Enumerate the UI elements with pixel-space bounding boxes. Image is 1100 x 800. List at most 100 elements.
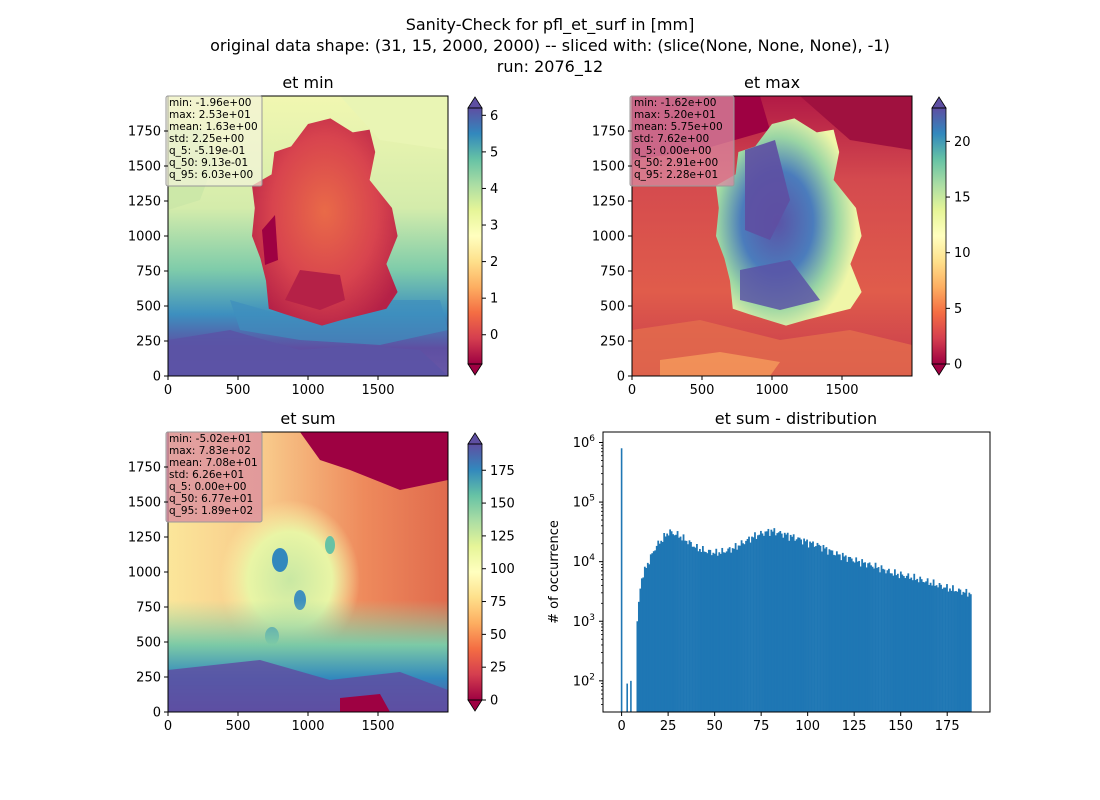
- histogram-bar: [926, 578, 929, 712]
- colorbar-tick-label: 75: [490, 595, 507, 610]
- histogram-bar: [696, 544, 698, 712]
- histogram-bar: [943, 587, 945, 712]
- stats-box-et-sum: min: -5.02e+01 max: 7.83e+02 mean: 7.08e…: [165, 431, 263, 523]
- histogram-bar: [816, 542, 819, 712]
- colorbar-tick-label: 15: [954, 191, 971, 206]
- histogram-bar: [661, 541, 664, 712]
- histogram-bar: [672, 534, 675, 712]
- colorbar-ticks: 0 25 50 75 100 125 150 175: [482, 464, 515, 709]
- histogram-bar: [898, 578, 901, 712]
- histogram-bar: [867, 563, 869, 712]
- histogram-bar: [684, 540, 686, 712]
- histogram-bar: [660, 540, 663, 712]
- histogram-bar: [664, 536, 667, 712]
- x-tick-label: 500: [226, 383, 251, 398]
- histogram-bar: [880, 565, 883, 712]
- stats-line: q_50: 6.77e+01: [169, 493, 253, 505]
- stats-line: q_95: 1.89e+02: [169, 505, 253, 517]
- histogram-bar: [901, 574, 904, 712]
- histogram-bar: [752, 537, 755, 712]
- histogram-bar: [886, 570, 889, 712]
- histogram-bar: [657, 540, 660, 712]
- x-tick-label: 0: [628, 383, 636, 398]
- colorbar-gradient: [932, 108, 946, 364]
- stats-box-background: [629, 95, 735, 187]
- histogram-bar: [751, 536, 753, 712]
- histogram-bar: [804, 541, 807, 712]
- histogram-bar: [870, 565, 872, 712]
- panel-title-et-sum: et sum: [280, 409, 335, 428]
- histogram-bar: [797, 537, 800, 712]
- histogram-bar: [911, 580, 914, 712]
- histogram-spike: [626, 683, 628, 712]
- colorbar-tick-label: 175: [490, 464, 515, 479]
- x-tick-label: 1500: [361, 383, 394, 398]
- histogram-bar: [710, 555, 713, 712]
- colorbar-tick-label: 0: [490, 694, 498, 709]
- histogram-bar: [825, 547, 828, 712]
- histogram-bar: [734, 543, 737, 712]
- histogram-bar: [888, 568, 890, 712]
- histogram-bar: [835, 551, 838, 712]
- histogram-bar: [652, 551, 655, 712]
- histogram-bar: [821, 551, 823, 712]
- panel-et-min: et min min: -1.96e+00 max: 2.53e+01 mean…: [128, 73, 498, 398]
- y-tick-label: 1500: [128, 496, 161, 511]
- histogram-bar: [795, 539, 798, 712]
- histogram-bar: [707, 549, 710, 712]
- suptitle-line-3: run: 2076_12: [497, 57, 603, 77]
- x-tick-label: 0: [164, 383, 172, 398]
- histogram-bar: [760, 530, 762, 712]
- histogram-bar: [786, 532, 789, 712]
- colorbar-tick-label: 5: [954, 302, 962, 317]
- histogram-bar: [648, 564, 651, 712]
- histogram-bar: [789, 534, 792, 712]
- histogram-bar: [885, 573, 887, 712]
- histogram-bar: [712, 552, 715, 712]
- histogram-bar: [800, 539, 803, 712]
- histogram-bar: [861, 559, 864, 712]
- histogram-bar: [713, 553, 716, 712]
- histogram-bar: [639, 588, 642, 712]
- colorbar-tick-label: 125: [490, 529, 515, 544]
- y-tick-label: 1000: [128, 230, 161, 245]
- colorbar-et-min: 0 1 2 3 4 5 6: [467, 96, 498, 376]
- histogram-bar: [700, 551, 703, 712]
- histogram-bar: [892, 575, 895, 712]
- y-tick-label: 1750: [128, 461, 161, 476]
- panel-title-et-min: et min: [282, 73, 333, 92]
- colorbar-extend-top: [467, 96, 483, 109]
- histogram-bar: [788, 540, 791, 712]
- histogram-bar: [645, 567, 648, 712]
- y-tick-label: 106: [573, 434, 596, 451]
- histogram-bar: [920, 579, 923, 712]
- histogram-bar: [822, 544, 825, 712]
- histogram-bar: [706, 553, 709, 712]
- stats-line: min: -1.62e+00: [634, 97, 716, 109]
- x-tick-label: 25: [660, 719, 677, 734]
- histogram-bar: [669, 529, 672, 712]
- histogram-bar: [758, 534, 761, 712]
- histogram-bar: [955, 591, 957, 712]
- y-tick-label: 1000: [128, 566, 161, 581]
- histogram-bar: [949, 588, 951, 712]
- histogram-bar: [742, 543, 744, 712]
- histogram-bar: [792, 534, 795, 712]
- stats-line: q_5: -5.19e-01: [169, 145, 245, 157]
- colorbar-extend-top: [931, 96, 947, 109]
- axes-frame-distribution: [602, 431, 991, 713]
- histogram-bar: [834, 555, 837, 712]
- histogram-bar: [905, 575, 908, 712]
- histogram-bar: [853, 562, 856, 712]
- histogram-bar: [895, 575, 898, 712]
- stats-line: mean: 1.63e+00: [169, 121, 258, 133]
- colorbar-gradient: [468, 108, 482, 364]
- figure-suptitle: Sanity-Check for pfl_et_surf in [mm] ori…: [210, 15, 890, 77]
- histogram-bar: [709, 549, 712, 712]
- histogram-bar: [856, 561, 859, 712]
- histogram-bar: [691, 546, 694, 712]
- stats-line: mean: 5.75e+00: [634, 121, 723, 133]
- histogram-bar: [922, 581, 925, 712]
- stats-line: q_50: 2.91e+00: [634, 157, 718, 169]
